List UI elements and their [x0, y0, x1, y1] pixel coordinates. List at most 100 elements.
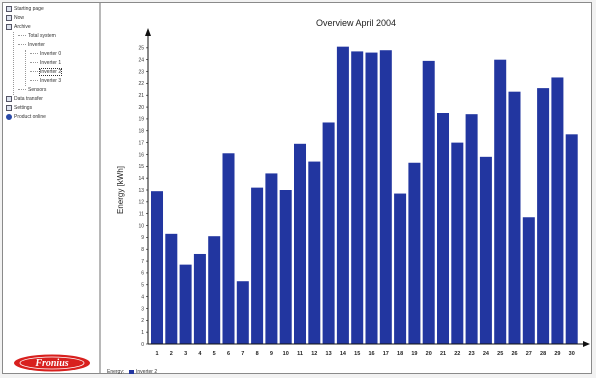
bar-day-25 [494, 59, 507, 344]
sidebar-item-now[interactable]: Now [6, 14, 24, 23]
sidebar-item-label: Archive [14, 24, 31, 30]
y-axis-label: Energy [kWh] [116, 166, 125, 214]
sidebar-item-label: Settings [14, 105, 33, 111]
sidebar-item-settings[interactable]: Settings [6, 104, 32, 113]
x-tick-label: 29 [554, 351, 560, 357]
tree-connector [30, 80, 38, 82]
sidebar-item-label: Total system [28, 33, 56, 39]
y-tick-label: 25 [138, 46, 144, 52]
y-tick-label: 16 [138, 152, 144, 158]
y-tick-label: 17 [138, 140, 144, 146]
sidebar-item-label: Inverter 2 [38, 68, 63, 76]
bar-day-17 [379, 50, 392, 344]
y-tick-label: 15 [138, 164, 144, 170]
x-tick-label: 28 [540, 351, 546, 357]
y-tick-label: 8 [141, 247, 144, 253]
bar-day-19 [408, 162, 421, 344]
bar-day-21 [437, 113, 450, 344]
bar-day-7 [236, 281, 249, 344]
y-tick-label: 10 [138, 223, 144, 229]
transfer-icon [6, 95, 12, 102]
energy-chart-panel: Overview April 2004 Energy [kWh] 1 2 3 4 5 6 7 8 9… [103, 3, 591, 373]
bar-day-12 [308, 161, 321, 344]
y-tick-label: 7 [141, 259, 144, 265]
home-icon [6, 5, 12, 12]
bar-day-2 [165, 233, 178, 344]
x-tick-label: 14 [340, 351, 347, 357]
bar-day-20 [422, 60, 435, 344]
y-axis-arrow [145, 28, 151, 36]
archive-icon [6, 23, 12, 30]
x-tick-label: 27 [526, 351, 532, 357]
bar-day-14 [336, 46, 349, 344]
x-tick-label: 25 [497, 351, 503, 357]
fronius-logo-image: Fronius [14, 354, 90, 372]
y-tick-label: 14 [138, 176, 144, 182]
tree-guide-line [13, 32, 14, 95]
settings-icon [6, 104, 12, 111]
bar-day-29 [551, 77, 564, 345]
y-tick-label: 0 [141, 342, 144, 348]
x-tick-label: 7 [241, 351, 244, 357]
bar-day-11 [294, 143, 307, 344]
sidebar-item-label: Data transfer [14, 96, 43, 102]
tree-connector [30, 62, 38, 64]
sidebar-item-sensors[interactable]: Sensors [18, 86, 46, 95]
navigation-sidebar: Starting page Now Archive Total system Inver… [3, 3, 101, 373]
x-tick-label: 15 [354, 351, 360, 357]
x-tick-label: 13 [326, 351, 332, 357]
x-tick-label: 5 [213, 351, 216, 357]
sidebar-item-product-online[interactable]: Product online [6, 113, 46, 122]
bar-day-15 [351, 51, 364, 345]
y-tick-label: 18 [138, 129, 144, 135]
sidebar-item-inverter-3[interactable]: Inverter 3 [30, 77, 61, 86]
x-tick-label: 21 [440, 351, 446, 357]
x-tick-label: 20 [426, 351, 432, 357]
x-tick-label: 6 [227, 351, 230, 357]
y-tick-label: 19 [138, 117, 144, 123]
bar-day-9 [265, 173, 278, 344]
sidebar-item-starting-page[interactable]: Starting page [6, 5, 44, 14]
x-tick-label: 8 [256, 351, 259, 357]
bar-day-8 [251, 187, 264, 344]
chart-title: Overview April 2004 [316, 18, 396, 28]
bar-day-30 [565, 134, 578, 344]
y-tick-label: 2 [141, 318, 144, 324]
y-tick-label: 4 [141, 294, 144, 300]
tree-connector [18, 44, 26, 46]
x-axis-arrow [583, 341, 590, 347]
tree-connector [18, 35, 26, 37]
y-tick-label: 5 [141, 283, 144, 289]
y-tick-label: 13 [138, 188, 144, 194]
x-tick-label: 26 [511, 351, 517, 357]
y-tick-label: 11 [139, 211, 144, 217]
bar-day-28 [537, 88, 550, 345]
sidebar-item-inverter-1[interactable]: Inverter 1 [30, 59, 61, 68]
bar-day-27 [522, 217, 535, 344]
clock-icon [6, 14, 12, 21]
sidebar-item-label: Starting page [14, 6, 44, 12]
y-tick-label: 3 [141, 306, 144, 312]
y-tick-label: 24 [138, 57, 144, 63]
bar-day-1 [151, 191, 164, 344]
x-tick-label: 16 [368, 351, 374, 357]
sidebar-item-inverter[interactable]: Inverter [18, 41, 45, 50]
bar-day-24 [479, 156, 492, 344]
sidebar-item-archive[interactable]: Archive [6, 23, 31, 32]
sidebar-item-inverter-2[interactable]: Inverter 2 [30, 68, 63, 77]
x-tick-label: 17 [383, 351, 389, 357]
sidebar-item-inverter-0[interactable]: Inverter 0 [30, 50, 61, 59]
sidebar-item-label: Product online [14, 114, 46, 120]
x-tick-label: 18 [397, 351, 403, 357]
sidebar-item-total-system[interactable]: Total system [18, 32, 56, 41]
x-tick-label: 30 [569, 351, 575, 357]
x-tick-label: 9 [270, 351, 273, 357]
sidebar-item-data-transfer[interactable]: Data transfer [6, 95, 43, 104]
bar-day-18 [394, 193, 407, 344]
bar-day-6 [222, 153, 235, 344]
chart-legend: Energy: Inverter 2 [107, 369, 157, 375]
x-tick-label: 22 [454, 351, 460, 357]
bar-day-23 [465, 114, 478, 345]
bar-day-5 [208, 236, 221, 344]
